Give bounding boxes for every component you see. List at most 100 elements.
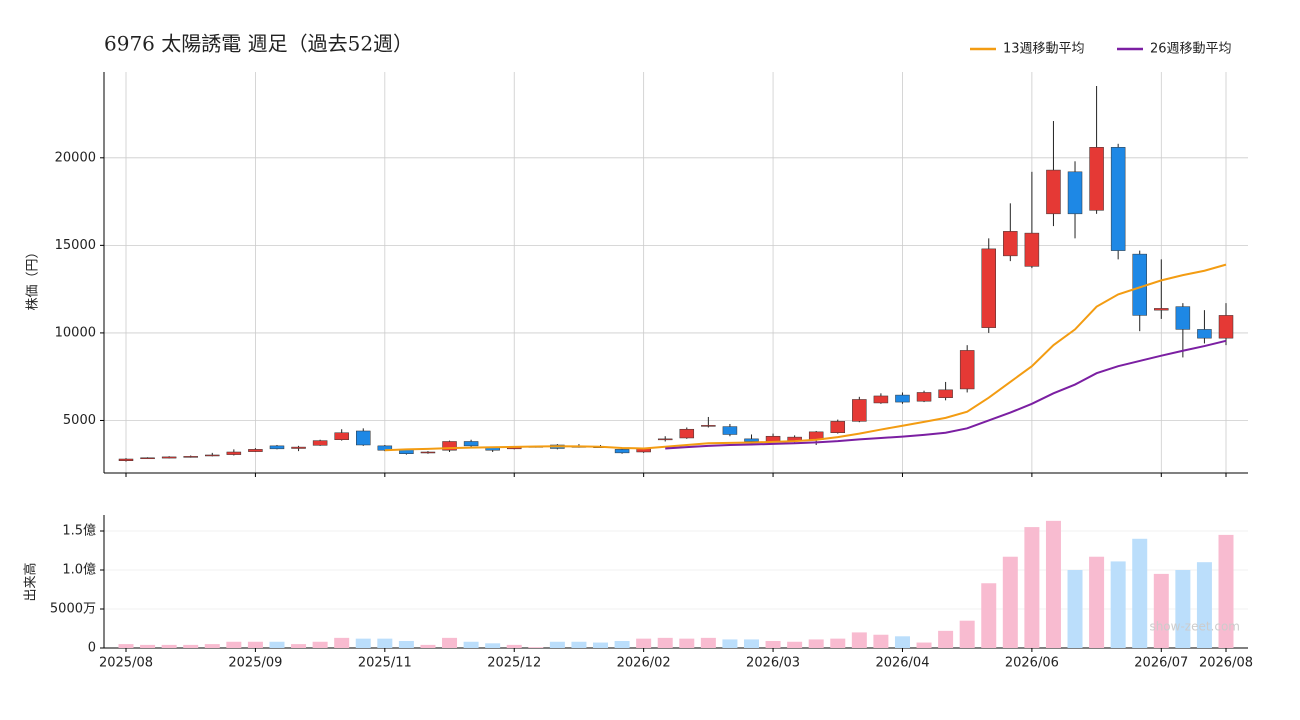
candle-body	[1003, 231, 1018, 257]
candle-body	[1046, 169, 1061, 215]
candle-body	[981, 248, 996, 328]
ma-line	[665, 339, 1227, 450]
candle-body	[852, 399, 867, 422]
volume-bar	[743, 639, 759, 648]
volume-bar	[420, 644, 436, 648]
y-tick-label: 5000	[63, 413, 96, 428]
volume-bar	[593, 642, 609, 648]
chart-title: 6976 太陽誘電 週足（過去52週）	[104, 32, 413, 56]
candle-body	[356, 430, 371, 446]
volume-bar	[916, 642, 932, 648]
volume-bar	[1067, 569, 1083, 648]
volume-bar	[334, 637, 350, 648]
candle-body	[701, 425, 716, 427]
volume-bar	[1110, 561, 1126, 648]
volume-bar	[161, 644, 177, 648]
candle-body	[442, 441, 457, 451]
volume-bar	[959, 620, 975, 648]
candle-body	[895, 394, 910, 403]
candle-body	[205, 454, 220, 457]
candle-body	[1218, 315, 1234, 339]
volume-bar	[1045, 520, 1061, 648]
volume-bar	[1089, 556, 1105, 648]
volume-bar	[636, 638, 652, 648]
volume-bar	[1218, 534, 1234, 648]
volume-bar	[679, 638, 695, 648]
candle-body	[959, 350, 975, 390]
y-tick-label: 15000	[55, 238, 96, 253]
legend-label: 13週移動平均	[1003, 42, 1085, 57]
candle-body	[1024, 232, 1040, 267]
volume-bar	[1196, 562, 1212, 648]
candle-body	[226, 451, 242, 455]
y-tick-label: 10000	[55, 325, 96, 340]
candle-body	[248, 449, 263, 452]
volume-bar	[463, 641, 479, 648]
candle-body	[916, 392, 932, 402]
candle-body	[118, 458, 134, 461]
legend-label: 26週移動平均	[1150, 42, 1232, 57]
volume-bar	[571, 641, 587, 648]
candle-body	[1089, 147, 1104, 211]
watermark: show-zeet.com	[1149, 620, 1240, 634]
candle-body	[140, 457, 155, 460]
volume-bar	[851, 632, 867, 648]
volume-bar	[938, 630, 954, 648]
candle-body	[1110, 147, 1126, 251]
candle-body	[161, 456, 177, 459]
candle-body	[269, 445, 285, 450]
volume-bar	[442, 637, 458, 648]
x-tick-label: 2026/03	[746, 656, 800, 671]
volume-bar	[355, 638, 371, 648]
volume-bar	[269, 641, 285, 648]
ma-line	[384, 263, 1227, 452]
x-tick-label: 2025/08	[99, 656, 153, 671]
volume-bar	[140, 644, 156, 648]
volume-bar	[1024, 527, 1040, 648]
volume-bar	[247, 641, 263, 648]
volume-bar	[1175, 569, 1191, 648]
y-tick-label: 0	[88, 641, 96, 656]
volume-bar	[226, 641, 242, 648]
candle-body	[463, 441, 479, 447]
candle-body	[873, 395, 889, 404]
candle-body	[830, 421, 846, 433]
candle-body	[1175, 306, 1191, 330]
candle-body	[420, 451, 436, 454]
candle-body	[938, 389, 953, 398]
volume-bar	[873, 634, 889, 648]
candle-body	[744, 438, 759, 442]
x-tick-label: 2026/06	[1005, 656, 1059, 671]
x-tick-label: 2026/07	[1134, 656, 1188, 671]
candle-body	[1154, 308, 1169, 311]
volume-bar	[830, 638, 846, 648]
volume-bar	[657, 637, 673, 648]
volume-bar	[398, 640, 414, 648]
volume-bar	[1132, 538, 1148, 648]
candle-body	[1067, 171, 1083, 215]
volume-bar	[765, 640, 781, 648]
y-tick-label: 20000	[55, 150, 96, 165]
x-tick-label: 2025/12	[487, 656, 541, 671]
volume-bar	[1153, 573, 1169, 648]
candle-body	[679, 428, 695, 439]
x-tick-label: 2025/09	[228, 656, 282, 671]
volume-bar	[118, 644, 134, 648]
candle-body	[1197, 329, 1212, 339]
volume-bar	[204, 644, 220, 648]
volume-bar	[506, 644, 522, 648]
y-tick-label: 1.0億	[62, 561, 96, 577]
volume-bar	[981, 583, 997, 648]
y-axis-label: 株価（円）	[26, 245, 41, 310]
y-tick-label: 5000万	[50, 601, 96, 616]
volume-bar	[528, 647, 544, 648]
volume-bar	[312, 641, 328, 648]
x-tick-label: 2026/04	[875, 656, 929, 671]
volume-bar	[614, 640, 630, 648]
candle-body	[312, 440, 328, 446]
volume-bar	[377, 638, 393, 648]
x-tick-label: 2026/02	[617, 656, 671, 671]
volume-bar	[787, 641, 803, 648]
volume-bar	[894, 636, 910, 648]
